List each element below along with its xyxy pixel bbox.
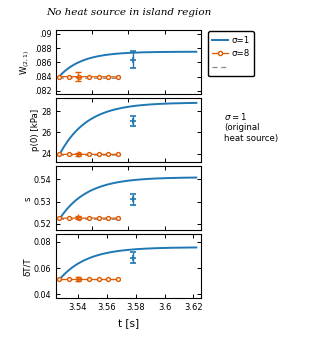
- Legend: σ=1, σ=8, : σ=1, σ=8,: [208, 31, 254, 76]
- Text: No heat source in island region: No heat source in island region: [46, 8, 211, 18]
- Y-axis label: δT/T: δT/T: [23, 257, 32, 276]
- Y-axis label: s: s: [23, 196, 32, 201]
- Text: $\it{\sigma=1}$
(original
heat source): $\it{\sigma=1}$ (original heat source): [224, 111, 279, 143]
- X-axis label: t [s]: t [s]: [118, 318, 139, 328]
- Y-axis label: p(0) [kPa]: p(0) [kPa]: [31, 109, 40, 151]
- Y-axis label: W$_{(2,1)}$: W$_{(2,1)}$: [19, 50, 32, 75]
